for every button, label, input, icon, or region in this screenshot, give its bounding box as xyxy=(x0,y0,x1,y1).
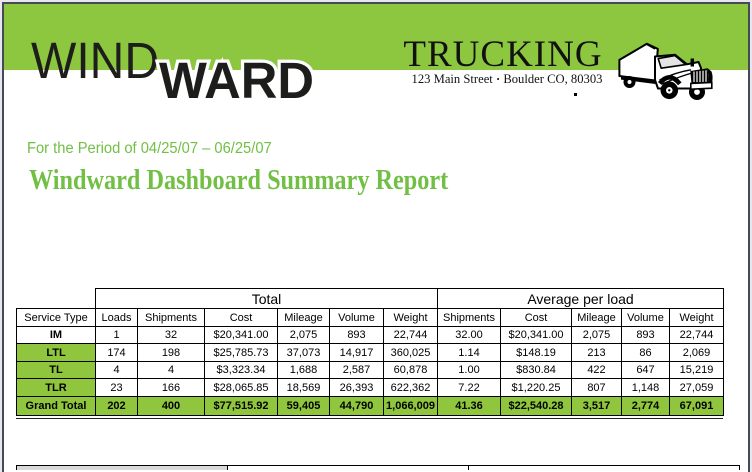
svg-text:WARD: WARD xyxy=(159,52,314,109)
svg-text:WIND: WIND xyxy=(31,32,159,89)
